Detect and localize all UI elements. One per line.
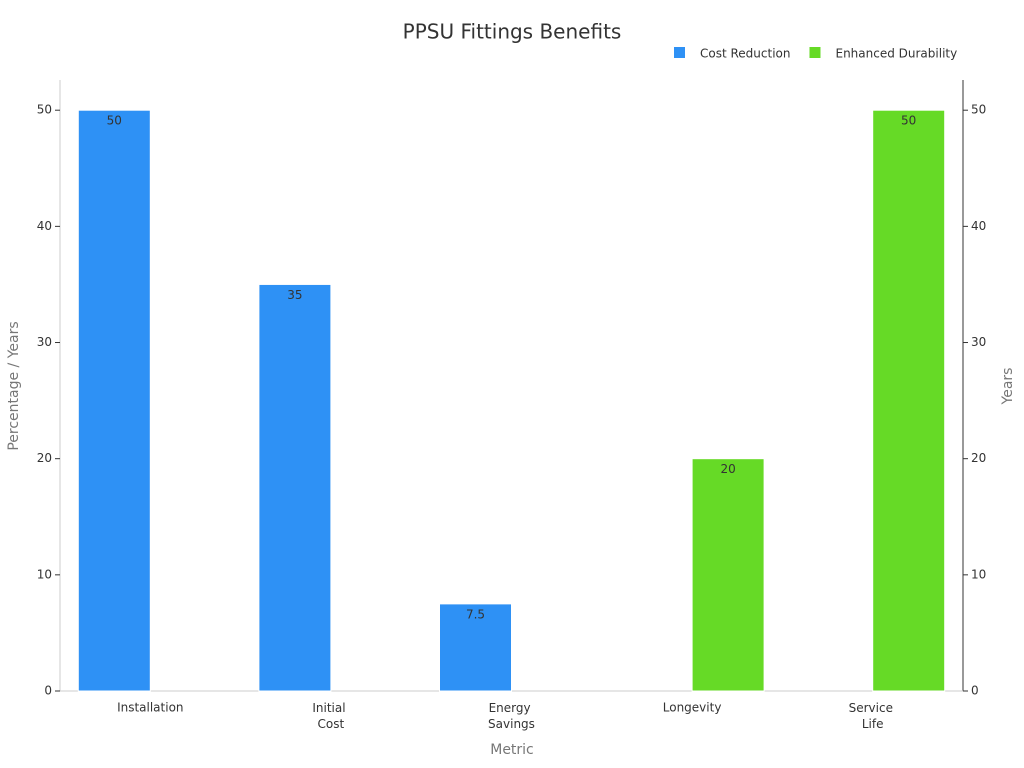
y2-tick-label: 10: [971, 567, 986, 581]
value-label: 50: [901, 114, 916, 128]
y2-axis-title: Years: [1000, 368, 1016, 406]
y2-tick-label: 50: [971, 103, 986, 117]
y2-tick-label: 20: [971, 451, 986, 465]
y-tick-label: 10: [37, 567, 52, 581]
legend-label: Enhanced Durability: [835, 47, 957, 61]
y-tick-label: 0: [44, 684, 52, 698]
x-tick-label: Installation: [117, 701, 183, 715]
y2-tick-label: 0: [971, 684, 979, 698]
x-tick-label: Service Life: [849, 701, 897, 731]
y-tick-label: 50: [37, 103, 52, 117]
y2-tick-label: 30: [971, 335, 986, 349]
bar: [439, 603, 512, 692]
bar: [872, 109, 946, 692]
chart-title: PPSU Fittings Benefits: [403, 20, 622, 44]
legend-swatch: [809, 47, 821, 58]
x-tick-label: Energy Savings: [488, 701, 535, 731]
y2-tick-label: 40: [971, 219, 986, 233]
value-label: 35: [287, 288, 302, 302]
y-axis-title: Percentage / Years: [6, 321, 22, 450]
y-tick-label: 40: [37, 219, 52, 233]
legend-label: Cost Reduction: [700, 47, 790, 61]
x-axis-title: Metric: [490, 742, 534, 758]
bar: [77, 109, 151, 692]
x-tick-label: Longevity: [663, 701, 722, 715]
y-tick-label: 30: [37, 335, 52, 349]
bar: [691, 458, 765, 692]
value-label: 7.5: [466, 607, 485, 621]
bar: [258, 283, 332, 692]
y-tick-label: 20: [37, 451, 52, 465]
legend-swatch: [674, 47, 685, 58]
x-tick-label: Initial Cost: [312, 701, 349, 731]
value-label: 20: [720, 462, 735, 476]
value-label: 50: [107, 114, 122, 128]
